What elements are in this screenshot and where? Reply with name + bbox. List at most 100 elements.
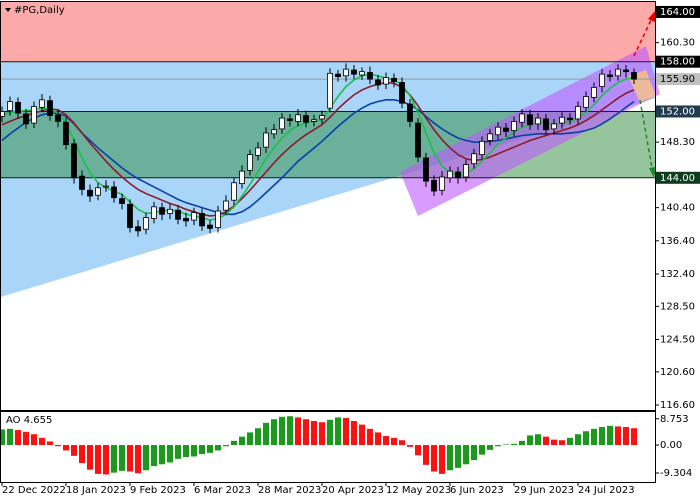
candle-body	[39, 99, 45, 108]
candle-body	[455, 171, 461, 179]
x-tick-label: 22 Dec 2022	[2, 485, 66, 496]
candle-body	[47, 100, 53, 117]
x-tick-label: 9 Feb 2023	[130, 485, 186, 496]
x-tick-label: 18 Jan 2023	[66, 485, 126, 496]
ao-bar	[503, 444, 509, 446]
target-arrow-up	[633, 17, 653, 57]
ao-bar	[535, 434, 541, 446]
candle-body	[471, 153, 477, 165]
ao-bar	[247, 432, 253, 446]
level-box	[656, 55, 700, 68]
candle-body	[351, 69, 357, 75]
level-box	[656, 73, 700, 86]
ao-bar	[87, 445, 93, 470]
y-tick-label: 116.60	[660, 400, 695, 411]
ao-bar	[599, 427, 605, 446]
ao-bar	[631, 428, 637, 446]
ao-bar	[311, 421, 317, 446]
level-box	[656, 5, 700, 18]
ao-bar	[511, 443, 517, 446]
candle-body	[215, 210, 221, 228]
candle-body	[623, 69, 629, 73]
arrowhead-down	[649, 167, 656, 178]
candle-body	[151, 206, 157, 219]
candle-body	[0, 111, 5, 117]
level-label: 152.00	[660, 106, 695, 117]
symbol-label: #PG,Daily	[14, 5, 65, 16]
candle-body	[255, 147, 261, 156]
y-tick-label: 128.50	[660, 301, 695, 312]
candle-body	[295, 114, 301, 122]
ao-bar	[143, 445, 149, 471]
y-tick-label: 8.753	[660, 414, 689, 425]
ao-bar	[575, 434, 581, 446]
ao-bar	[591, 428, 597, 446]
candle-body	[63, 121, 69, 146]
ao-bar	[175, 445, 181, 459]
ao-bar	[295, 417, 301, 446]
level-label: 158.00	[660, 57, 695, 68]
candle-body	[575, 106, 581, 120]
y-tick-label: 120.60	[660, 367, 695, 378]
ao-bar	[79, 445, 85, 464]
ao-bar	[287, 416, 293, 446]
y-tick-label: 140.40	[660, 203, 695, 214]
ao-bar	[271, 419, 277, 446]
x-tick-label: 29 Jun 2023	[514, 485, 574, 496]
ao-bar	[447, 445, 453, 471]
candle-body	[199, 213, 205, 227]
candle-body	[95, 187, 101, 196]
candle-body	[335, 73, 341, 78]
y-tick-label: 124.50	[660, 335, 695, 346]
candle-body	[447, 170, 453, 179]
candle-body	[15, 101, 21, 114]
candle-body	[111, 186, 117, 199]
candle-body	[495, 126, 501, 136]
ao-bar	[559, 440, 565, 446]
ao-bar	[7, 428, 13, 446]
ao-bar	[231, 440, 237, 446]
ao-bar	[135, 445, 141, 474]
ao-bar	[255, 428, 261, 446]
candle-body	[535, 117, 541, 125]
candle-body	[527, 114, 533, 126]
ao-bar	[207, 445, 213, 453]
ao-bar	[487, 445, 493, 450]
ao-bar	[183, 445, 189, 458]
ao-bar	[335, 417, 341, 446]
ao-bar	[319, 422, 325, 446]
main-frame	[0, 1, 656, 411]
ao-bar	[375, 432, 381, 446]
ao-bar	[607, 425, 613, 446]
ao-bar	[399, 440, 405, 446]
ao-bar	[391, 437, 397, 446]
candle-body	[343, 68, 349, 77]
ao-bar	[423, 445, 429, 465]
ao-bar	[495, 445, 501, 447]
candle-body	[271, 129, 277, 135]
ao-bar	[159, 445, 165, 465]
x-tick-label: 12 May 2023	[386, 485, 451, 496]
moving-average	[1, 81, 635, 217]
candle-body	[207, 224, 213, 229]
candle-body	[7, 101, 13, 112]
level-box	[656, 105, 700, 118]
ao-bar	[167, 445, 173, 463]
ao-bar	[543, 436, 549, 446]
candle-body	[175, 209, 181, 220]
x-tick-label: 28 Mar 2023	[258, 485, 321, 496]
ao-bar	[351, 421, 357, 446]
ao-bar	[567, 437, 573, 446]
candle-body	[479, 140, 485, 155]
level-label: 155.90	[660, 74, 695, 85]
ao-bar	[39, 437, 45, 446]
ao-bar	[127, 445, 133, 472]
y-tick-label: 148.30	[660, 137, 695, 148]
ao-bar	[151, 445, 157, 467]
candle-body	[127, 203, 133, 228]
candle-body	[607, 74, 613, 78]
ao-bar	[263, 422, 269, 446]
ao-bar	[367, 428, 373, 446]
level-label: 144.00	[660, 173, 695, 184]
